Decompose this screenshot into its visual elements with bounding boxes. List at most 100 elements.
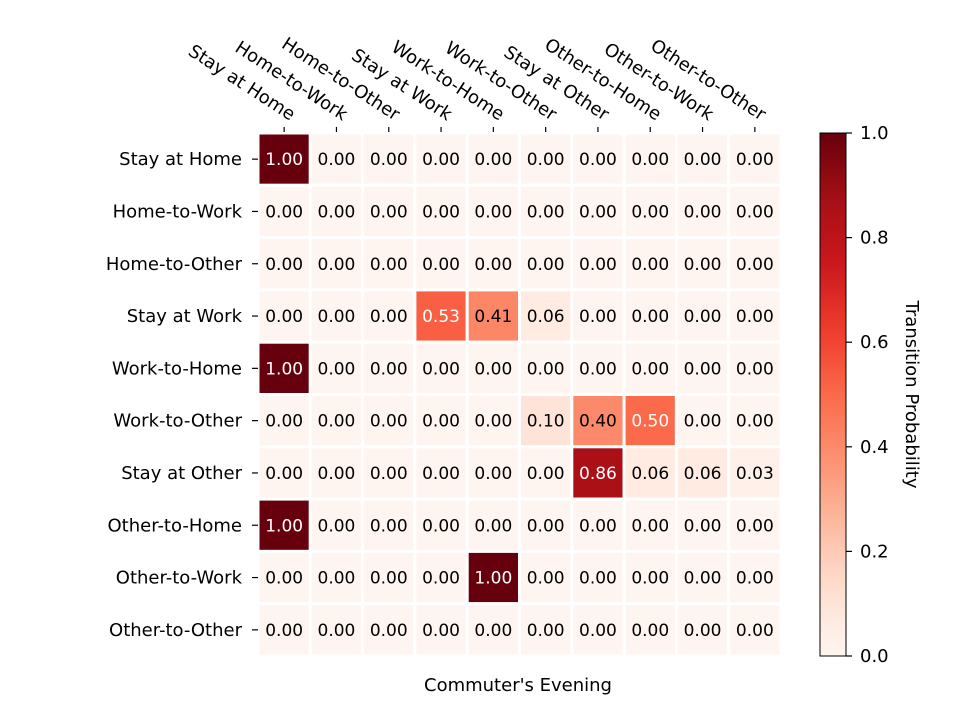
cell-value-label: 0.00: [684, 412, 722, 432]
cell-value-label: 0.00: [527, 359, 565, 379]
cell-value-label: 0.00: [422, 359, 460, 379]
cell-value-label: 0.00: [631, 359, 669, 379]
colorbar: 0.0 0.2 0.4 0.6 0.8 1.0 Transition Probabilit…: [819, 123, 922, 667]
heatmap-cell: [674, 549, 731, 606]
cell-value-label: 0.00: [684, 255, 722, 275]
cell-value-label: 0.00: [684, 307, 722, 327]
x-axis-label: Commuter's Evening: [424, 675, 612, 696]
cell-value-label: 0.00: [422, 202, 460, 222]
heatmap-cell: [622, 131, 678, 187]
cell-value-label: 0.00: [736, 412, 774, 432]
cell-value-label: 0.00: [370, 569, 408, 589]
heatmap-cell: [256, 445, 312, 501]
colorbar-tick-label: 0.2: [860, 541, 889, 562]
heatmap-cell: [413, 497, 469, 553]
heatmap-cell: [727, 497, 783, 553]
heatmap-cell: [674, 602, 731, 658]
cell-value-label: 0.41: [474, 307, 512, 327]
heatmap-cell: [570, 602, 626, 658]
cell-value-label: 0.00: [474, 621, 512, 641]
colorbar-tick-label: 0.0: [860, 646, 889, 667]
cell-value-label: 0.06: [631, 464, 669, 484]
y-tick-label: Stay at Other: [121, 463, 242, 484]
cell-value-label: 0.00: [265, 412, 303, 432]
colorbar-tick-label: 0.8: [860, 228, 889, 249]
cell-value-label: 0.00: [265, 569, 303, 589]
heatmap-cell: [674, 183, 731, 240]
cell-value-label: 0.00: [736, 307, 774, 327]
cell-value-label: 0.00: [631, 516, 669, 536]
colorbar-ticks: 0.0 0.2 0.4 0.6 0.8 1.0: [846, 123, 889, 667]
heatmap-cell: [727, 602, 783, 658]
cell-value-label: 0.00: [370, 464, 408, 484]
y-tick-label: Other-to-Other: [109, 620, 243, 641]
cell-value-label: 0.06: [527, 307, 565, 327]
cell-value-label: 0.00: [318, 621, 356, 641]
cell-value-label: 0.00: [527, 516, 565, 536]
cell-value-label: 0.06: [684, 464, 722, 484]
cell-value-label: 0.00: [318, 516, 356, 536]
cell-value-label: 0.00: [370, 516, 408, 536]
cell-value-label: 0.00: [631, 307, 669, 327]
cell-value-label: 0.00: [474, 412, 512, 432]
cell-value-label: 0.00: [527, 150, 565, 170]
cell-value-label: 0.00: [474, 150, 512, 170]
heatmap-cell: [727, 236, 783, 292]
heatmap-cell: [256, 288, 312, 344]
cell-value-label: 0.00: [370, 202, 408, 222]
y-tick-label: Work-to-Other: [113, 411, 242, 432]
cell-value-label: 0.00: [736, 255, 774, 275]
cell-value-label: 0.00: [370, 621, 408, 641]
cell-value-label: 0.00: [318, 569, 356, 589]
cell-value-label: 0.00: [736, 569, 774, 589]
heatmap-cell: [622, 549, 678, 606]
cell-value-label: 0.00: [684, 202, 722, 222]
colorbar-tick-label: 1.0: [860, 123, 889, 144]
cell-value-label: 0.10: [527, 412, 565, 432]
cell-value-label: 0.00: [422, 621, 460, 641]
heatmap-cell: [256, 393, 312, 449]
cell-value-label: 0.00: [631, 150, 669, 170]
cell-value-label: 0.00: [265, 202, 303, 222]
cell-value-label: 0.00: [736, 359, 774, 379]
heatmap-cell: [361, 602, 417, 658]
cell-value-label: 0.53: [422, 307, 460, 327]
y-tick-label: Home-to-Work: [113, 201, 243, 222]
colorbar-tick-label: 0.4: [860, 437, 889, 458]
heatmap-cell: [674, 445, 731, 501]
cell-value-label: 1.00: [265, 359, 303, 379]
heatmap-cell: [622, 445, 678, 501]
y-tick-label: Stay at Work: [127, 306, 243, 327]
cell-value-label: 0.00: [265, 255, 303, 275]
heatmap-cell: [518, 183, 574, 240]
cell-value-label: 0.00: [579, 307, 617, 327]
y-tick-label: Stay at Home: [119, 149, 242, 170]
cell-value-label: 0.00: [579, 255, 617, 275]
cell-value-label: 0.00: [527, 621, 565, 641]
cell-value-label: 0.00: [736, 150, 774, 170]
cell-value-label: 0.00: [579, 621, 617, 641]
heatmap-cell: [674, 393, 731, 449]
heatmap-cell: [518, 340, 574, 397]
heatmap-cell: [727, 183, 783, 240]
cell-value-label: 0.00: [631, 202, 669, 222]
cell-value-label: 0.86: [579, 464, 617, 484]
cell-value-label: 0.00: [579, 202, 617, 222]
cell-value-label: 0.00: [631, 621, 669, 641]
cell-value-label: 0.00: [370, 412, 408, 432]
heatmap-cell: [308, 602, 365, 658]
heatmap-cell: [413, 445, 469, 501]
cell-value-label: 0.00: [370, 255, 408, 275]
cell-value-label: 0.00: [684, 359, 722, 379]
cell-value-label: 0.00: [579, 150, 617, 170]
cell-value-label: 0.03: [736, 464, 774, 484]
heatmap-cell: [308, 497, 365, 553]
cell-value-label: 0.00: [736, 516, 774, 536]
cell-value-label: 0.00: [474, 359, 512, 379]
heatmap-cell: [518, 602, 574, 658]
cell-value-label: 0.00: [579, 359, 617, 379]
cell-value-label: 0.00: [474, 255, 512, 275]
cell-value-label: 0.00: [318, 412, 356, 432]
cell-value-label: 0.00: [736, 202, 774, 222]
